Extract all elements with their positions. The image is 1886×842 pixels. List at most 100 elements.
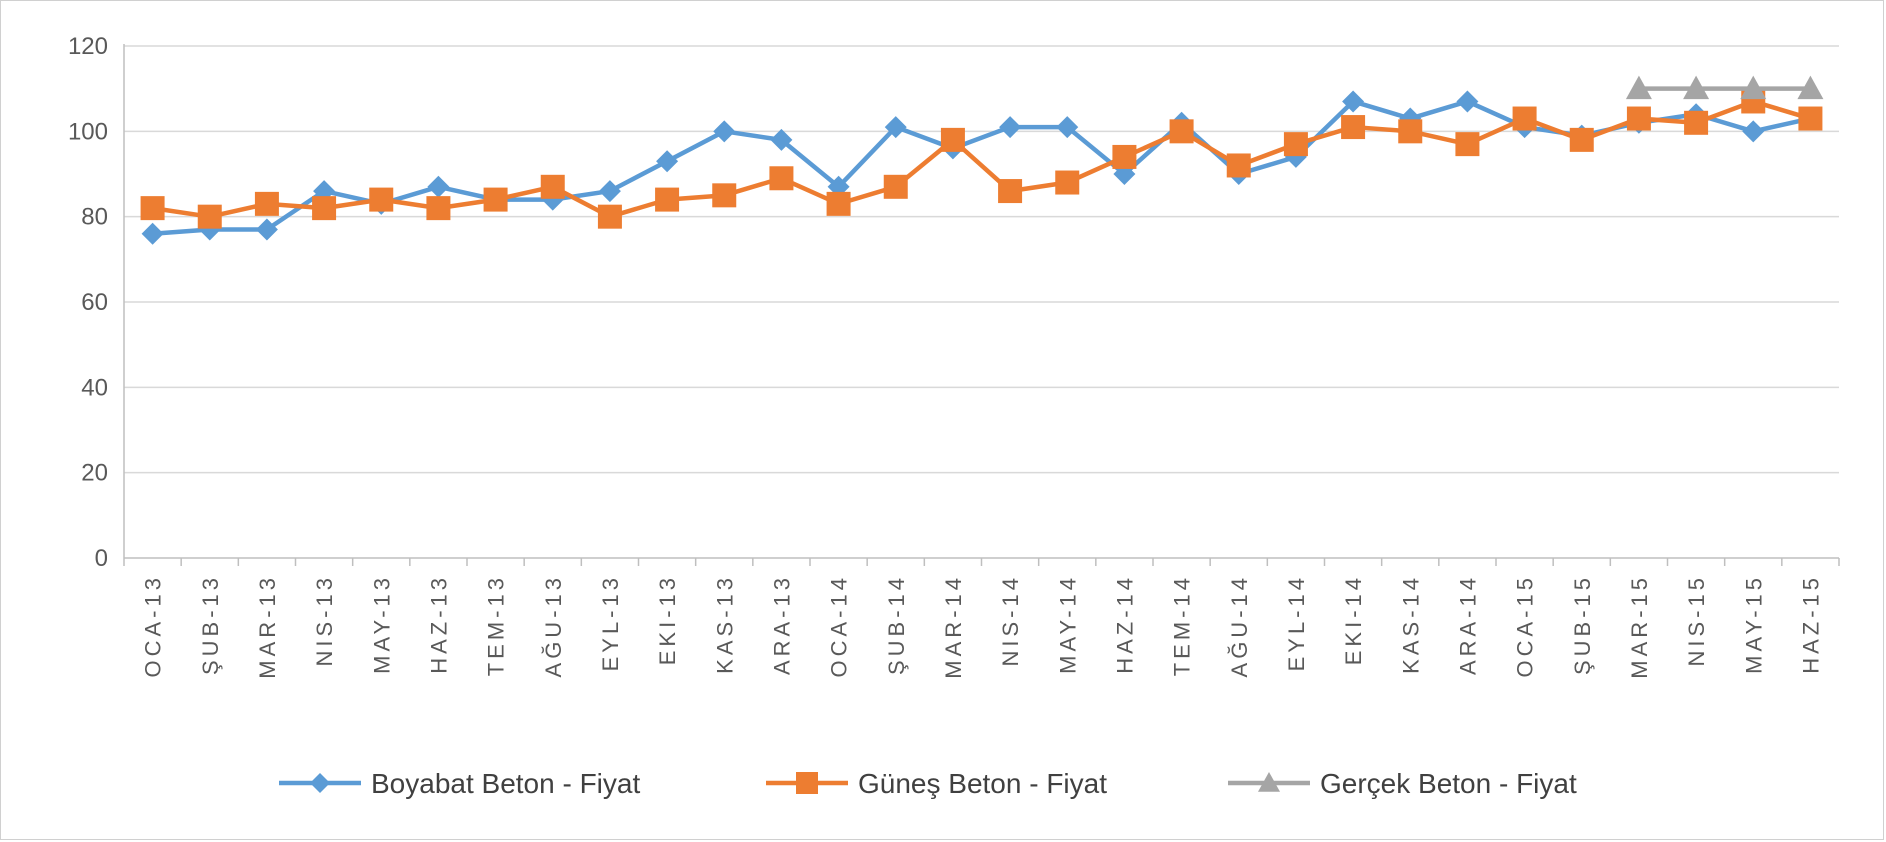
x-tick-label: NIS-14 bbox=[998, 574, 1023, 666]
data-point bbox=[1626, 106, 1651, 131]
x-tick-label: EKI-13 bbox=[655, 574, 680, 665]
x-tick-label: ARA-13 bbox=[769, 574, 794, 675]
data-point bbox=[1456, 90, 1479, 113]
data-point bbox=[1283, 132, 1308, 157]
x-tick-label: OCA-13 bbox=[141, 574, 166, 677]
data-point bbox=[483, 187, 508, 212]
x-tick-labels: OCA-13 ŞUB-13 MAR-13 NIS-13 MAY-13 HAZ-13 TEM-… bbox=[141, 574, 1824, 679]
x-tick-label: HAZ-13 bbox=[426, 574, 451, 674]
data-point bbox=[1742, 120, 1765, 143]
x-tick-label: KAS-14 bbox=[1398, 574, 1423, 674]
data-point bbox=[1342, 90, 1365, 113]
legend-item: Gerçek Beton - Fiyat bbox=[1228, 768, 1577, 799]
data-point bbox=[1512, 106, 1537, 131]
data-point bbox=[1455, 132, 1480, 157]
data-point bbox=[998, 179, 1023, 204]
data-point bbox=[1740, 75, 1767, 100]
data-point bbox=[883, 174, 908, 199]
data-point bbox=[770, 128, 793, 151]
x-tick-label: MAR-15 bbox=[1627, 574, 1652, 679]
data-point bbox=[1797, 75, 1824, 100]
legend-item: Güneş Beton - Fiyat bbox=[766, 768, 1107, 799]
data-point bbox=[255, 218, 278, 241]
y-tick-label: 20 bbox=[81, 460, 108, 487]
data-point bbox=[310, 773, 330, 793]
x-tick-label: MAY-15 bbox=[1741, 574, 1766, 674]
data-point bbox=[884, 116, 907, 139]
y-tick-label: 100 bbox=[68, 118, 108, 145]
x-tick-label: ŞUB-14 bbox=[884, 574, 909, 675]
data-point bbox=[1798, 106, 1823, 131]
data-point bbox=[369, 187, 394, 212]
data-point bbox=[1258, 772, 1280, 792]
data-point bbox=[712, 183, 737, 208]
data-point bbox=[1056, 116, 1079, 139]
data-point bbox=[713, 120, 736, 143]
x-tick-label: MAY-14 bbox=[1055, 574, 1080, 674]
data-point bbox=[427, 175, 450, 198]
data-point bbox=[540, 174, 565, 199]
data-point bbox=[1683, 75, 1710, 100]
x-tick-label: OCA-14 bbox=[827, 574, 852, 677]
data-point bbox=[312, 196, 337, 221]
gridlines bbox=[124, 45, 1839, 474]
series bbox=[140, 75, 1824, 245]
legend: Boyabat Beton - Fiyat Güneş Beton - Fiyat… bbox=[279, 768, 1577, 799]
x-tick-label: KAS-13 bbox=[712, 574, 737, 674]
data-point bbox=[826, 191, 851, 216]
x-tick-label: EYL-14 bbox=[1284, 574, 1309, 671]
x-tick-label: ARA-14 bbox=[1455, 574, 1480, 675]
x-tick-label: NIS-13 bbox=[312, 574, 337, 666]
data-point bbox=[1112, 144, 1137, 169]
x-tick-label: EYL-13 bbox=[598, 574, 623, 671]
data-point bbox=[796, 772, 818, 794]
data-point bbox=[598, 180, 621, 203]
x-tick-label: EKI-14 bbox=[1341, 574, 1366, 665]
legend-label: Boyabat Beton - Fiyat bbox=[371, 768, 640, 799]
data-point bbox=[1398, 119, 1423, 144]
data-point bbox=[426, 196, 451, 221]
y-tick-label: 80 bbox=[81, 204, 108, 231]
series-3 bbox=[1625, 75, 1824, 100]
data-point bbox=[1569, 127, 1594, 152]
data-point bbox=[656, 150, 679, 173]
x-tick-label: NIS-15 bbox=[1684, 574, 1709, 666]
data-point bbox=[999, 116, 1022, 139]
y-tick-label: 120 bbox=[68, 33, 108, 60]
series-2 bbox=[140, 89, 1823, 229]
x-tick-label: ŞUB-13 bbox=[198, 574, 223, 675]
data-point bbox=[769, 166, 794, 191]
data-point bbox=[1625, 75, 1652, 100]
data-point bbox=[197, 204, 222, 229]
data-point bbox=[1169, 119, 1194, 144]
axes bbox=[123, 44, 1840, 566]
data-point bbox=[141, 222, 164, 245]
data-point bbox=[1341, 115, 1366, 140]
y-tick-label: 40 bbox=[81, 374, 108, 401]
data-point bbox=[655, 187, 680, 212]
legend-item: Boyabat Beton - Fiyat bbox=[279, 768, 640, 799]
data-point bbox=[1055, 170, 1080, 195]
data-point bbox=[1684, 110, 1709, 135]
x-tick-label: TEM-14 bbox=[1170, 574, 1195, 676]
x-tick-label: MAR-14 bbox=[941, 574, 966, 679]
y-tick-label: 0 bbox=[95, 545, 108, 572]
x-tick-label: TEM-13 bbox=[484, 574, 509, 676]
data-point bbox=[1226, 153, 1251, 178]
x-tick-label: MAY-13 bbox=[369, 574, 394, 674]
legend-label: Gerçek Beton - Fiyat bbox=[1320, 768, 1577, 799]
data-point bbox=[254, 191, 279, 216]
legend-label: Güneş Beton - Fiyat bbox=[858, 768, 1107, 799]
x-tick-label: AĞU-13 bbox=[541, 574, 566, 677]
x-tick-label: HAZ-14 bbox=[1112, 574, 1137, 674]
y-tick-label: 60 bbox=[81, 289, 108, 316]
data-point bbox=[940, 127, 965, 152]
data-point bbox=[597, 204, 622, 229]
y-tick-labels: 0 20 40 60 80 100 120 bbox=[68, 33, 108, 572]
x-tick-label: MAR-13 bbox=[255, 574, 280, 679]
data-point bbox=[140, 196, 165, 221]
x-tick-label: OCA-15 bbox=[1513, 574, 1538, 677]
data-point bbox=[1399, 107, 1422, 130]
